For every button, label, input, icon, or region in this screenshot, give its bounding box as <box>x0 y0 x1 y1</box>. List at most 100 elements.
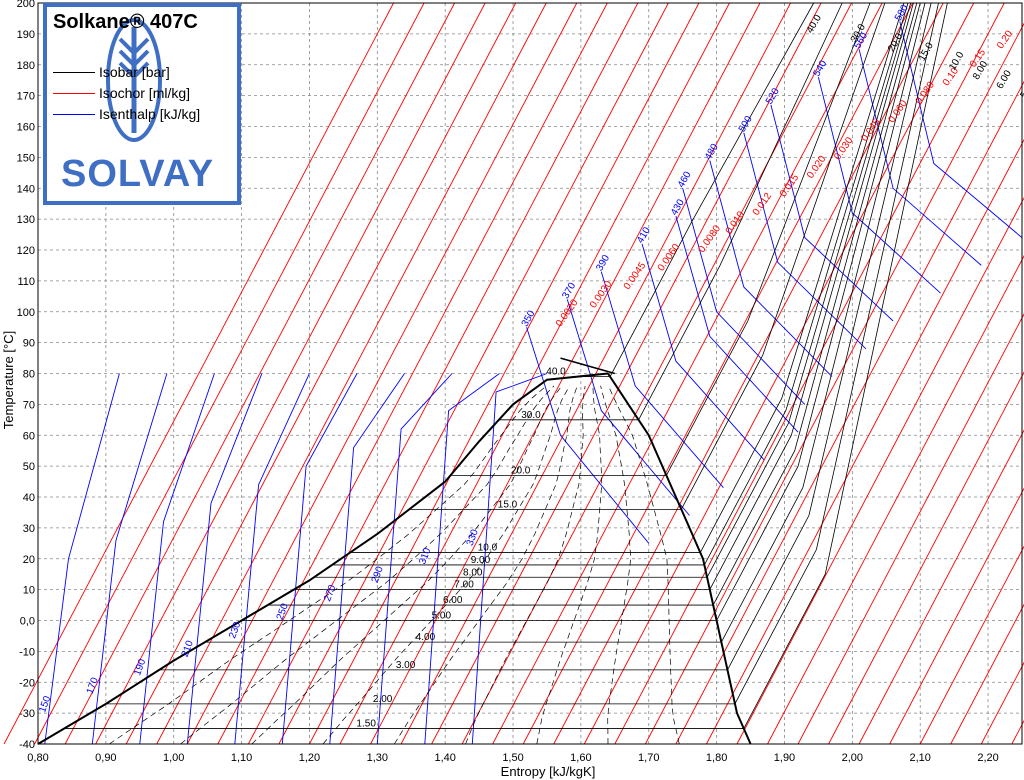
legend-label-isochor: Isochor [ml/kg] <box>99 85 191 101</box>
y-tick-label: 70 <box>23 399 35 411</box>
isobar-superheat <box>704 2 909 566</box>
legend-box: Solkane® 407C Isobar [bar] Isochor [ml/k… <box>43 3 241 205</box>
isochor-line <box>644 22 1024 745</box>
isochor-line <box>3 2 394 745</box>
isenthalp-vapor-line <box>675 215 799 433</box>
isenthalp-label: 310 <box>417 546 433 566</box>
isenthalp-vapor-label: 410 <box>635 225 653 245</box>
y-tick-label: -20 <box>19 677 35 689</box>
isenthalp-line <box>281 373 358 745</box>
isenthalp-label: 250 <box>275 602 291 622</box>
isenthalp-vapor-line <box>566 299 690 516</box>
y-tick-label: 140 <box>17 183 35 195</box>
isobar-top-label: 5.00 <box>1018 77 1024 100</box>
isochor-line <box>736 196 1024 745</box>
isenthalp-vapor-label: 520 <box>764 86 782 106</box>
quality-line <box>394 385 578 745</box>
y-tick-label: 80 <box>23 369 35 381</box>
quality-line <box>608 385 680 745</box>
isobar-label: 3.00 <box>396 660 416 671</box>
x-tick-label: 1,30 <box>367 752 388 764</box>
legend-item-isochor: Isochor [ml/kg] <box>53 84 190 102</box>
isochor-swatch <box>53 92 95 94</box>
isenthalp-vapor-line <box>899 21 1023 238</box>
isenthalp-line <box>186 373 263 745</box>
isochor-label: 0.012 <box>751 191 775 218</box>
legend-item-isenthalp: Isenthalp [kJ/kg] <box>53 105 200 123</box>
y-tick-label: 40 <box>23 492 35 504</box>
plot-frame <box>37 2 1023 745</box>
y-tick-label: 170 <box>17 91 35 103</box>
isobar-label: 4.00 <box>416 632 436 643</box>
y-tick-label: 90 <box>23 338 35 350</box>
y-tick-label: 30 <box>23 523 35 535</box>
isobar-top-label: 40.0 <box>805 13 824 36</box>
isobar-superheat <box>716 2 921 621</box>
x-tick-label: 1,20 <box>299 752 320 764</box>
isobar-superheat <box>680 2 886 510</box>
x-tick-label: 1,00 <box>163 752 184 764</box>
isobar-label: 7.00 <box>454 580 474 591</box>
isenthalp-label: 230 <box>227 620 243 640</box>
x-tick-label: 2,00 <box>842 752 863 764</box>
quality-line <box>180 385 555 745</box>
isobar-superheat <box>734 2 939 705</box>
isenthalp-lines <box>44 21 1023 745</box>
isobar-top-label: 6.00 <box>995 68 1014 91</box>
isochor-line <box>34 2 425 745</box>
y-tick-label: 200 <box>17 0 35 10</box>
isobar-label: 2.00 <box>373 694 393 705</box>
isobar-superheat <box>721 2 926 643</box>
x-tick-label: 1,40 <box>434 752 455 764</box>
quality-line <box>536 385 603 745</box>
isobar-superheat <box>743 2 948 729</box>
x-tick-label: 1,10 <box>231 752 252 764</box>
isochor-line <box>919 545 1024 745</box>
isobar-label: 9.00 <box>471 555 491 566</box>
isenthalp-vapor-line <box>858 49 982 266</box>
isenthalp-vapor-line <box>682 188 806 405</box>
isenthalp-label: 270 <box>322 583 338 603</box>
isenthalp-label: 170 <box>85 676 101 696</box>
isenthalp-vapor-label: 540 <box>811 58 829 78</box>
isenthalp-line <box>424 373 500 745</box>
isenthalp-line <box>471 373 548 745</box>
y-tick-label: -40 <box>19 739 35 751</box>
x-tick-label: 2,20 <box>977 752 998 764</box>
isenthalp-vapor-line <box>526 327 650 544</box>
isobar-label: 10.0 <box>478 543 498 554</box>
y-tick-label: 10 <box>23 585 35 597</box>
x-tick-label: 0,80 <box>27 752 48 764</box>
isenthalp-vapor-label: 430 <box>669 197 687 217</box>
isobar-superheat <box>712 2 918 606</box>
isochor-label: 0.015 <box>778 172 802 199</box>
isochor-line <box>675 80 1024 745</box>
x-tick-label: 1,50 <box>502 752 523 764</box>
isochor-line <box>889 487 1024 745</box>
isenthalp-line <box>91 373 168 745</box>
isenthalp-vapor-label: 500 <box>737 114 755 134</box>
y-tick-label: 60 <box>23 430 35 442</box>
isenthalp-vapor-label: 350 <box>520 308 538 328</box>
y-tick-label: 130 <box>17 214 35 226</box>
x-tick-label: 1,80 <box>706 752 727 764</box>
y-tick-label: 20 <box>23 554 35 566</box>
isochor-label: 0.010 <box>724 209 748 236</box>
isenthalp-vapor-line <box>641 243 765 461</box>
y-tick-labels: -40 -30 -20 -10 0,0 10 20 30 40 50 60 70 80 90 100 110 1… <box>17 0 35 751</box>
x-tick-labels: 0,80 0,90 1,00 1,10 1,20 1,30 1,40 1,50 1,60 1,70… <box>27 752 998 764</box>
isobar-label: 20.0 <box>511 465 531 476</box>
saturation-dome <box>37 357 752 745</box>
isenthalp-label: 190 <box>132 657 148 677</box>
isochor-label: 0.0080 <box>696 223 723 255</box>
isochor-line <box>767 255 1024 745</box>
isobar-superheat <box>638 2 843 420</box>
critical-extension-line <box>560 357 616 375</box>
y-tick-label: 0,0 <box>20 616 35 628</box>
isobar-superheat <box>709 2 914 590</box>
isochor-line <box>797 313 1024 745</box>
quality-line <box>600 385 632 745</box>
y-tick-label: -30 <box>19 708 35 720</box>
isobar-swatch <box>53 71 95 73</box>
